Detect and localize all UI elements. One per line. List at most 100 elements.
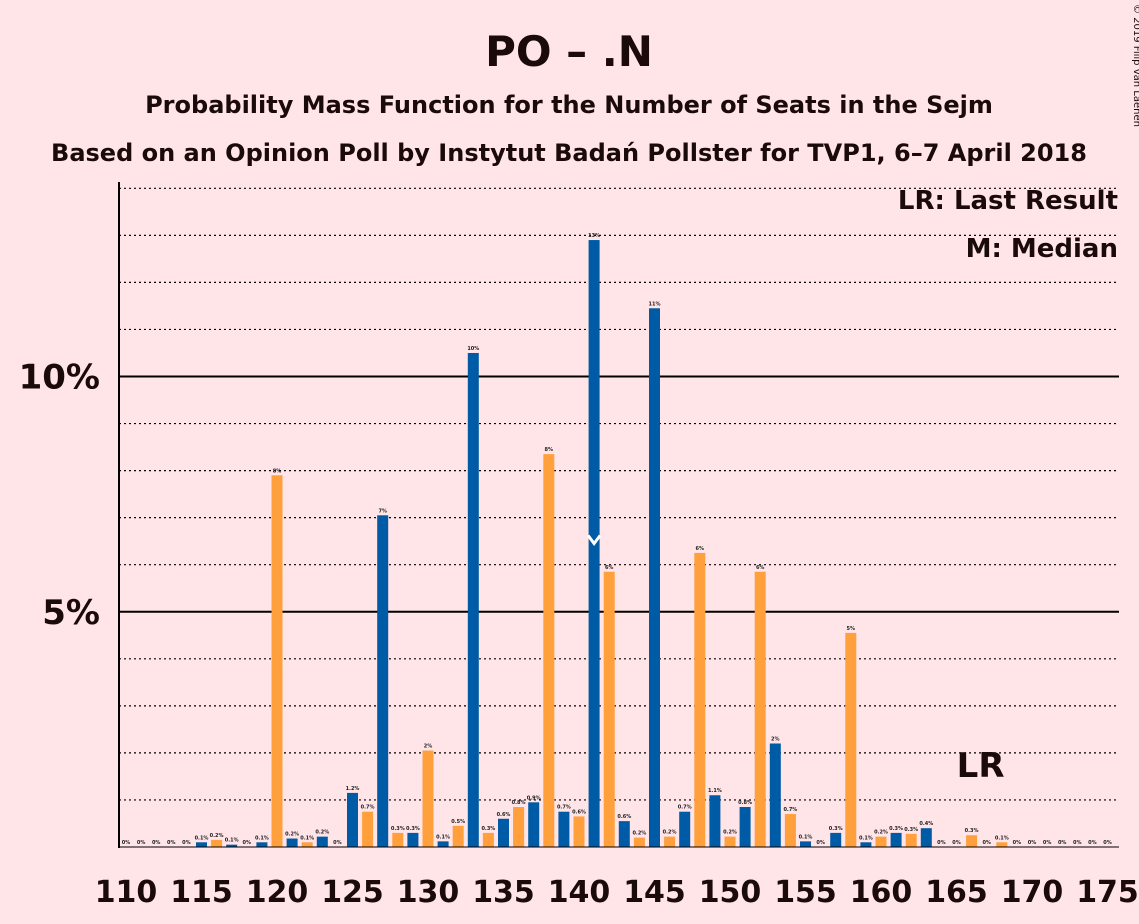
data-label: 0% bbox=[137, 840, 146, 846]
bar bbox=[226, 844, 238, 847]
bar bbox=[845, 632, 857, 847]
data-label: 0.9% bbox=[527, 795, 541, 801]
data-label: 0.1% bbox=[995, 835, 1009, 841]
data-label: 0.3% bbox=[481, 826, 495, 832]
bar bbox=[528, 802, 540, 847]
data-label: 0% bbox=[1028, 840, 1037, 846]
data-labels: 0% 0% 0% 0% 0%0.1% 0.2%0.1% 0%0.1%8%0.2%0.1%0.… bbox=[122, 233, 1112, 846]
data-label: 0.3% bbox=[391, 826, 405, 832]
bar bbox=[709, 795, 721, 847]
bar bbox=[196, 842, 207, 847]
data-label: 0.3% bbox=[406, 826, 420, 832]
chart-subtitle: Probability Mass Function for the Number… bbox=[145, 91, 993, 119]
data-label: 0.4% bbox=[919, 821, 933, 827]
bar bbox=[482, 832, 494, 847]
data-label: 0.6% bbox=[497, 812, 511, 818]
data-label: 0.8% bbox=[512, 800, 526, 806]
data-label: 0.6% bbox=[617, 814, 631, 820]
data-label: 0% bbox=[952, 840, 961, 846]
bar bbox=[830, 832, 842, 847]
x-tick-label: 115 bbox=[170, 875, 233, 910]
bar bbox=[875, 836, 887, 847]
bar bbox=[633, 837, 645, 847]
data-label: 0.8% bbox=[738, 800, 752, 806]
bar bbox=[890, 832, 902, 847]
data-label: 1.2% bbox=[346, 786, 360, 792]
bar bbox=[679, 811, 691, 847]
data-label: 0% bbox=[1043, 840, 1052, 846]
x-tick-label: 110 bbox=[95, 875, 158, 910]
data-label: 0.1% bbox=[255, 835, 269, 841]
bar bbox=[301, 842, 313, 847]
data-label: 0% bbox=[182, 840, 191, 846]
bar bbox=[377, 515, 389, 847]
chart-title: PO – .N bbox=[485, 27, 653, 76]
data-label: 6% bbox=[605, 565, 614, 571]
bar bbox=[649, 308, 660, 848]
x-tick-label: 130 bbox=[397, 875, 460, 910]
data-label: 6% bbox=[696, 546, 705, 552]
data-label: 0.7% bbox=[361, 805, 375, 811]
data-label: 13% bbox=[588, 233, 600, 239]
x-tick-label: 140 bbox=[548, 875, 611, 910]
data-label: 5% bbox=[847, 626, 856, 632]
data-label: 0.2% bbox=[210, 833, 224, 839]
data-label: 1.1% bbox=[708, 788, 722, 794]
data-label: 7% bbox=[378, 508, 387, 514]
data-label: 0% bbox=[1058, 840, 1067, 846]
bar bbox=[724, 836, 736, 847]
bar bbox=[316, 836, 328, 847]
bar bbox=[347, 792, 358, 847]
data-label: 2% bbox=[424, 744, 433, 750]
x-ticks: 110 115 120 125 130 135 140 145 150 155 160 165 170 1… bbox=[95, 875, 1139, 910]
bar bbox=[271, 475, 283, 847]
data-label: 0% bbox=[122, 840, 131, 846]
data-label: 0.2% bbox=[315, 830, 329, 836]
data-label: 0% bbox=[1088, 840, 1097, 846]
data-label: 0.1% bbox=[300, 835, 314, 841]
median-marker bbox=[586, 534, 602, 547]
y-tick-label: 5% bbox=[42, 593, 100, 633]
bar bbox=[513, 807, 525, 847]
data-label: 0% bbox=[1073, 840, 1082, 846]
bar bbox=[920, 828, 932, 847]
data-label: 0% bbox=[167, 840, 176, 846]
bar bbox=[256, 842, 268, 847]
bar bbox=[800, 841, 811, 847]
x-tick-label: 150 bbox=[699, 875, 762, 910]
data-label: 0.1% bbox=[859, 835, 873, 841]
data-label: 8% bbox=[273, 468, 282, 474]
data-label: 11% bbox=[649, 301, 661, 307]
bar bbox=[603, 571, 615, 847]
x-tick-label: 135 bbox=[472, 875, 535, 910]
data-label: 0% bbox=[1103, 840, 1112, 846]
data-label: 0.7% bbox=[783, 807, 797, 813]
data-label: 2% bbox=[771, 736, 780, 742]
bar bbox=[362, 811, 374, 847]
bar bbox=[392, 832, 404, 847]
data-label: 0.1% bbox=[436, 834, 450, 840]
median-chevron bbox=[586, 534, 602, 547]
bar bbox=[543, 454, 555, 847]
data-label: 8% bbox=[545, 447, 554, 453]
data-label: 0% bbox=[1013, 840, 1022, 846]
bar bbox=[437, 841, 449, 847]
y-tick-label: 10% bbox=[19, 358, 100, 398]
bar bbox=[467, 352, 479, 847]
bar bbox=[739, 807, 751, 847]
data-label: 0.3% bbox=[889, 826, 903, 832]
gridlines bbox=[119, 187, 1119, 801]
y-ticks: 5% 10% bbox=[19, 358, 100, 633]
data-label: 0% bbox=[937, 840, 946, 846]
bar bbox=[996, 842, 1008, 847]
bar bbox=[966, 835, 978, 847]
legend-last-result: LR: Last Result bbox=[898, 186, 1118, 216]
bar bbox=[407, 832, 419, 847]
x-tick-label: 125 bbox=[321, 875, 384, 910]
bar bbox=[498, 818, 509, 847]
bar bbox=[769, 743, 781, 847]
bar bbox=[211, 839, 223, 847]
data-label: 0.2% bbox=[874, 830, 888, 836]
